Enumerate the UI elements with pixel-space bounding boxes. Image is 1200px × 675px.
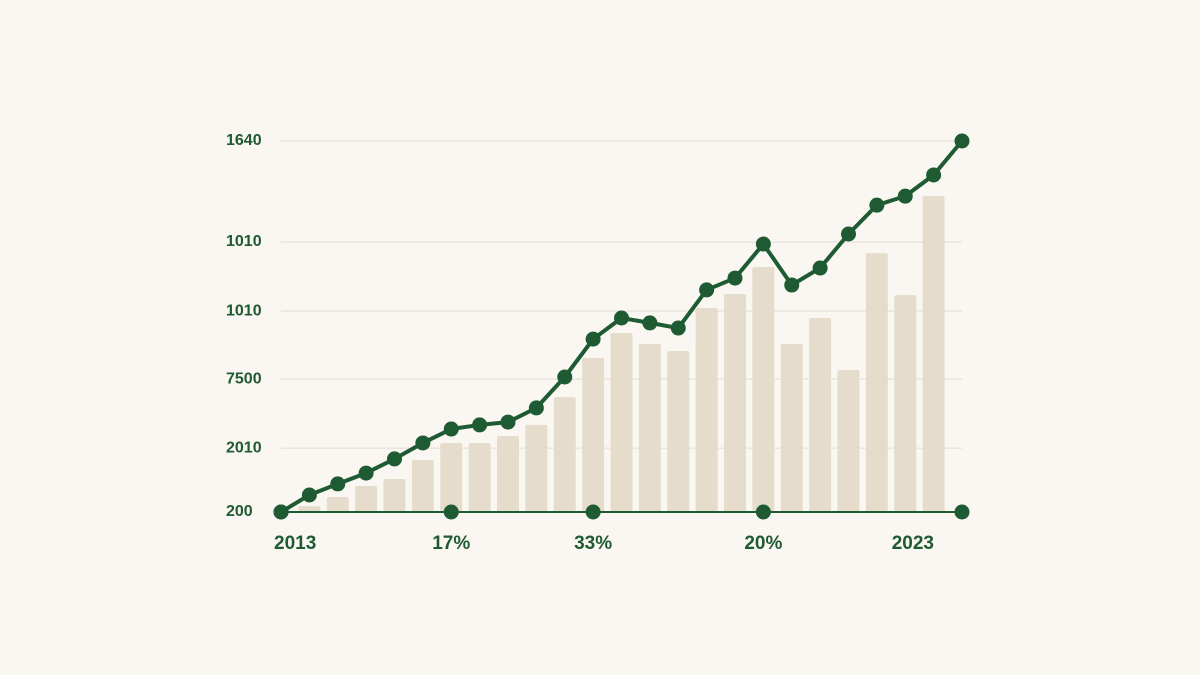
bar [695,307,718,512]
point [500,414,516,430]
point [954,133,970,149]
point [812,260,828,276]
bar [667,350,690,512]
axis-dot [273,504,289,520]
point [472,417,488,433]
bar [355,485,378,512]
point [557,369,573,385]
point [755,236,771,252]
y-tick-label: 1640 [226,132,262,149]
point [301,487,317,503]
point [585,331,601,347]
bar [525,424,548,512]
point [614,310,629,326]
x-tick-label: 33% [574,533,612,554]
x-tick-label: 2023 [892,533,934,554]
point [869,197,885,213]
bar [411,459,434,512]
bar [752,266,775,512]
bar [894,295,917,512]
bar [326,497,349,512]
axis-dot [585,504,601,520]
x-tick-label: 20% [744,533,782,554]
point [387,451,402,467]
x-tick-label: 17% [432,533,470,554]
y-tick-label: 200 [226,503,253,520]
axis-dot [954,504,970,520]
bar [497,435,519,512]
y-tick-label: 1010 [226,233,262,250]
point [415,435,431,451]
axis-dot [755,504,771,520]
bar [922,196,945,513]
bar [837,370,860,512]
bar [865,253,888,512]
point [358,465,374,481]
y-tick-label: 7500 [226,370,262,387]
bar [468,442,491,512]
point [330,476,346,492]
point [897,188,913,204]
bar [638,344,661,512]
y-tick-label: 1010 [226,302,262,319]
axis-dot [443,504,459,520]
point [670,320,686,336]
bar [383,479,406,512]
bar [780,344,803,512]
point [443,421,459,437]
point [642,315,658,331]
y-tick-label: 2010 [226,439,262,456]
bar [553,397,576,512]
point [528,400,544,416]
bar [610,332,633,512]
bar [440,442,463,512]
point [841,226,856,242]
point [727,270,743,286]
point [926,167,942,183]
x-tick-label: 2013 [274,533,316,554]
point [784,277,800,293]
bar [724,294,746,512]
bar [298,506,321,512]
bar [582,357,605,512]
bar [809,317,832,512]
point [699,282,715,298]
